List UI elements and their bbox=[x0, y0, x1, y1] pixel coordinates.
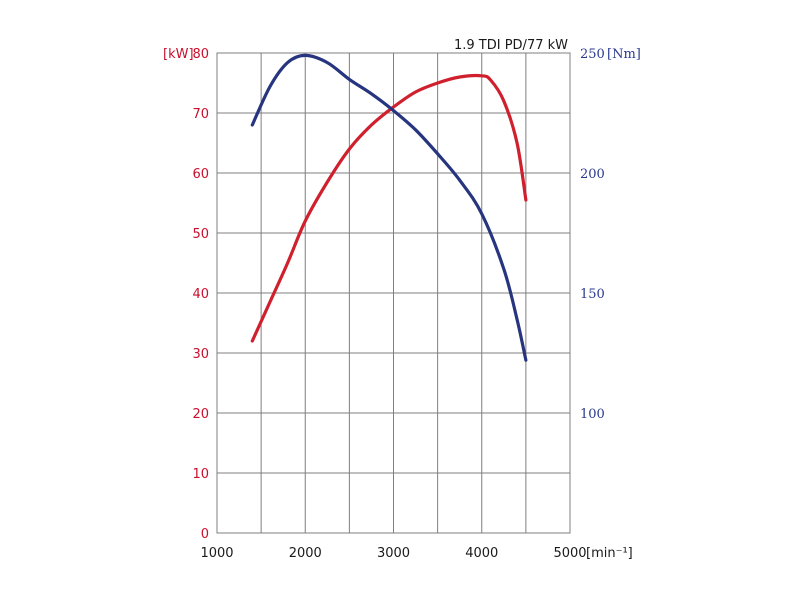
label-layer: 0 10 20 30 40 50 60 70 80[kW] 100 150 200 250 [Nm] 100… bbox=[163, 38, 641, 561]
y-tick-label: 10 bbox=[192, 467, 209, 482]
x-tick-label: 4000 bbox=[465, 546, 498, 561]
y-tick-label: 70 bbox=[192, 107, 209, 122]
plot-frame bbox=[216, 52, 571, 534]
x-tick-label: 3000 bbox=[377, 546, 410, 561]
y-tick-label: 0 bbox=[201, 527, 209, 542]
chart-title: 1.9 TDI PD/77 kW bbox=[454, 38, 568, 53]
x-tick-label: 5000 bbox=[553, 546, 586, 561]
y2-axis-unit: [Nm] bbox=[607, 47, 641, 62]
y2-tick-label: 150 bbox=[580, 287, 605, 302]
y-tick-label: 40 bbox=[192, 287, 209, 302]
x-tick-label: 2000 bbox=[289, 546, 322, 561]
y2-tick-label: 200 bbox=[580, 167, 605, 182]
y-tick-label: 50 bbox=[192, 227, 209, 242]
series-layer bbox=[250, 53, 528, 362]
x-axis-unit: [min⁻¹] bbox=[586, 546, 633, 561]
grid bbox=[217, 53, 570, 533]
y2-tick-label: 250 bbox=[580, 47, 605, 62]
y-tick-label: 60 bbox=[192, 167, 209, 182]
torque-curve-line bbox=[250, 53, 528, 362]
y-tick-label: 80 bbox=[192, 47, 209, 62]
y-axis-unit: [kW] bbox=[163, 47, 194, 62]
x-tick-label: 1000 bbox=[200, 546, 233, 561]
power-curve-line bbox=[250, 74, 528, 343]
y2-tick-label: 100 bbox=[580, 407, 605, 422]
y-tick-label: 20 bbox=[192, 407, 209, 422]
y-tick-label: 30 bbox=[192, 347, 209, 362]
